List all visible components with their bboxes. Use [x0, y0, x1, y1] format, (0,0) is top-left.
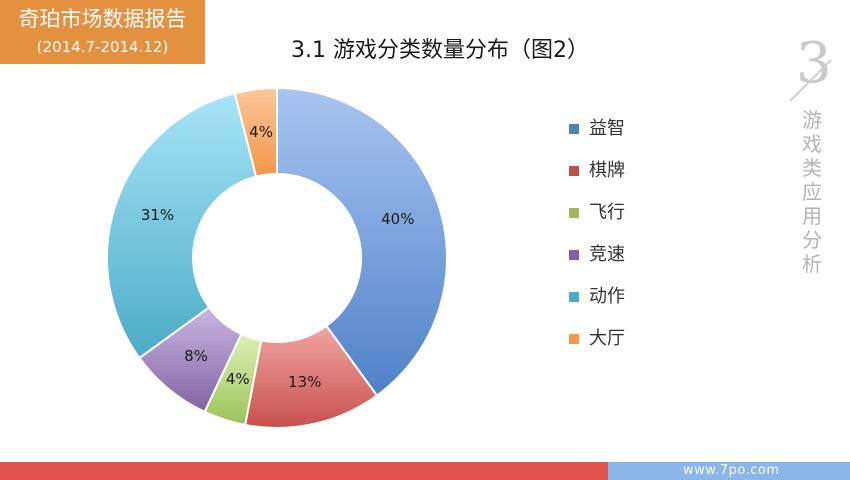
legend-swatch	[569, 124, 579, 134]
donut-slice-lobby	[233, 86, 278, 178]
legend-label: 竞速	[589, 244, 625, 265]
legend-swatch	[569, 208, 579, 218]
section-label: 游戏类应用分析	[802, 108, 822, 276]
data-label-board: 13%	[288, 373, 321, 391]
data-label-flight: 4%	[226, 370, 250, 388]
data-label-racing: 8%	[184, 347, 208, 365]
legend-label: 飞行	[589, 202, 625, 223]
footer-bar-red	[0, 462, 608, 480]
legend-label: 动作	[589, 286, 625, 307]
legend-item-flight: 飞行	[569, 192, 709, 234]
footer-bar-blue	[608, 462, 850, 480]
footer-url: www.7po.com	[683, 463, 780, 478]
data-label-action: 31%	[141, 206, 174, 224]
data-label-puzzle: 40%	[381, 210, 414, 228]
legend-label: 益智	[589, 118, 625, 139]
legend-item-racing: 竞速	[569, 234, 709, 276]
donut-slice-puzzle	[276, 86, 448, 397]
legend-label: 大厅	[589, 328, 625, 349]
legend-item-puzzle: 益智	[569, 108, 709, 150]
brand-box: 奇珀市场数据报告 (2014.7-2014.12)	[0, 0, 205, 64]
chart-title: 3.1 游戏分类数量分布（图2）	[291, 38, 589, 63]
legend-swatch	[569, 166, 579, 176]
legend-swatch	[569, 292, 579, 302]
brand-title: 奇珀市场数据报告	[18, 7, 187, 31]
legend-label: 棋牌	[589, 160, 625, 181]
legend-swatch	[569, 250, 579, 260]
legend-item-lobby: 大厅	[569, 318, 709, 360]
legend-swatch	[569, 334, 579, 344]
donut-slice-action	[106, 92, 258, 360]
legend: 益智 棋牌 飞行 竞速 动作 大厅	[569, 108, 709, 360]
legend-item-action: 动作	[569, 276, 709, 318]
brand-period: (2014.7-2014.12)	[36, 38, 169, 56]
data-label-lobby: 4%	[249, 123, 273, 141]
legend-item-board: 棋牌	[569, 150, 709, 192]
